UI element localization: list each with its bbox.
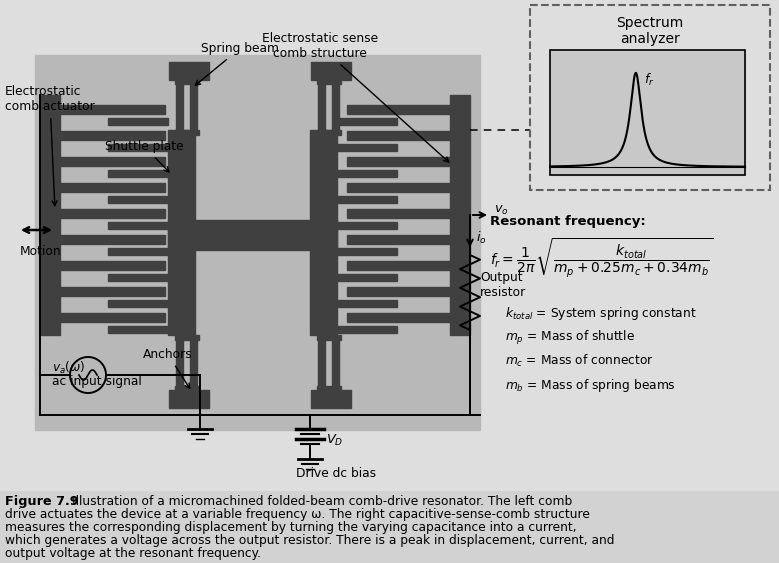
Bar — [60, 105, 165, 114]
Bar — [176, 80, 183, 132]
Bar — [175, 78, 199, 84]
Text: measures the corresponding displacement by turning the varying capacitance into : measures the corresponding displacement … — [5, 521, 576, 534]
Bar — [310, 130, 337, 335]
Bar — [347, 287, 450, 296]
Bar — [347, 157, 450, 166]
Bar — [337, 118, 397, 125]
Bar — [169, 390, 209, 408]
Bar — [311, 62, 351, 80]
Bar — [175, 386, 199, 392]
Text: $f_r$: $f_r$ — [643, 72, 654, 88]
Bar — [318, 80, 325, 132]
Bar — [60, 261, 165, 270]
Bar — [347, 235, 450, 244]
Text: output voltage at the resonant frequency.: output voltage at the resonant frequency… — [5, 547, 261, 560]
Text: $v_a(\omega)$: $v_a(\omega)$ — [52, 360, 86, 376]
Text: $v_o$: $v_o$ — [494, 203, 509, 217]
Bar — [108, 222, 168, 229]
Bar — [169, 62, 209, 80]
Bar — [60, 183, 165, 192]
Bar — [35, 55, 480, 430]
Text: Shuttle plate: Shuttle plate — [105, 140, 184, 172]
Text: $m_b$ = Mass of spring beams: $m_b$ = Mass of spring beams — [505, 377, 676, 394]
Bar — [60, 235, 165, 244]
Bar — [108, 248, 168, 255]
Bar — [337, 326, 397, 333]
Text: Figure 7.9: Figure 7.9 — [5, 495, 79, 508]
Text: Spectrum
analyzer: Spectrum analyzer — [616, 16, 684, 46]
Bar — [347, 105, 450, 114]
Bar — [175, 335, 199, 340]
Text: Output
resistor: Output resistor — [480, 271, 527, 299]
Bar — [60, 313, 165, 322]
Text: drive actuates the device at a variable frequency ω. The right capacitive-sense-: drive actuates the device at a variable … — [5, 508, 590, 521]
Bar — [550, 50, 745, 175]
Text: $m_c$ = Mass of connector: $m_c$ = Mass of connector — [505, 353, 654, 369]
Text: Anchors: Anchors — [143, 348, 193, 388]
Bar — [337, 274, 397, 281]
Bar — [108, 196, 168, 203]
Text: $V_D$: $V_D$ — [326, 433, 344, 448]
Bar — [332, 338, 339, 390]
Bar — [190, 338, 197, 390]
Bar — [108, 274, 168, 281]
Bar — [347, 313, 450, 322]
Bar — [108, 326, 168, 333]
Bar — [317, 386, 341, 392]
Bar — [60, 131, 165, 140]
Bar — [332, 80, 339, 132]
Bar — [168, 220, 337, 250]
Text: Illustration of a micromachined folded-beam comb-drive resonator. The left comb: Illustration of a micromachined folded-b… — [72, 495, 573, 508]
Bar — [60, 157, 165, 166]
Text: $m_p$ = Mass of shuttle: $m_p$ = Mass of shuttle — [505, 329, 635, 347]
Bar — [108, 300, 168, 307]
Bar — [175, 130, 199, 135]
Bar — [108, 144, 168, 151]
Bar — [317, 335, 341, 340]
Bar — [337, 248, 397, 255]
Bar — [337, 222, 397, 229]
Text: Motion: Motion — [20, 245, 62, 258]
Text: ac input signal: ac input signal — [52, 375, 142, 388]
Bar — [60, 209, 165, 218]
Bar — [337, 144, 397, 151]
Bar — [108, 170, 168, 177]
Text: Electrostatic sense
comb structure: Electrostatic sense comb structure — [262, 32, 449, 162]
Text: $k_{total}$ = System spring constant: $k_{total}$ = System spring constant — [505, 305, 696, 322]
Bar — [530, 5, 770, 190]
Bar — [337, 196, 397, 203]
Bar — [337, 300, 397, 307]
Bar — [176, 338, 183, 390]
Bar — [337, 170, 397, 177]
Text: Resonant frequency:: Resonant frequency: — [490, 215, 646, 228]
Bar — [318, 338, 325, 390]
Bar — [450, 95, 470, 335]
Bar — [60, 287, 165, 296]
Text: $i_o$: $i_o$ — [476, 230, 487, 246]
Bar — [108, 118, 168, 125]
Bar — [347, 131, 450, 140]
Text: Spring beam: Spring beam — [196, 42, 279, 85]
Bar — [311, 390, 351, 408]
Bar — [347, 261, 450, 270]
Text: Drive dc bias: Drive dc bias — [296, 467, 376, 480]
Text: Electrostatic
comb actuator: Electrostatic comb actuator — [5, 85, 95, 205]
Bar — [347, 183, 450, 192]
Bar — [347, 209, 450, 218]
Bar — [550, 50, 745, 175]
Bar — [0, 0, 779, 490]
Bar — [317, 130, 341, 135]
Text: which generates a voltage across the output resistor. There is a peak in displac: which generates a voltage across the out… — [5, 534, 615, 547]
Bar — [168, 130, 195, 335]
Bar — [40, 95, 60, 335]
Text: $f_r = \dfrac{1}{2\pi}\sqrt{\dfrac{k_{total}}{m_p + 0.25m_c + 0.34m_b}}$: $f_r = \dfrac{1}{2\pi}\sqrt{\dfrac{k_{to… — [490, 237, 714, 280]
Bar — [317, 78, 341, 84]
Bar — [190, 80, 197, 132]
